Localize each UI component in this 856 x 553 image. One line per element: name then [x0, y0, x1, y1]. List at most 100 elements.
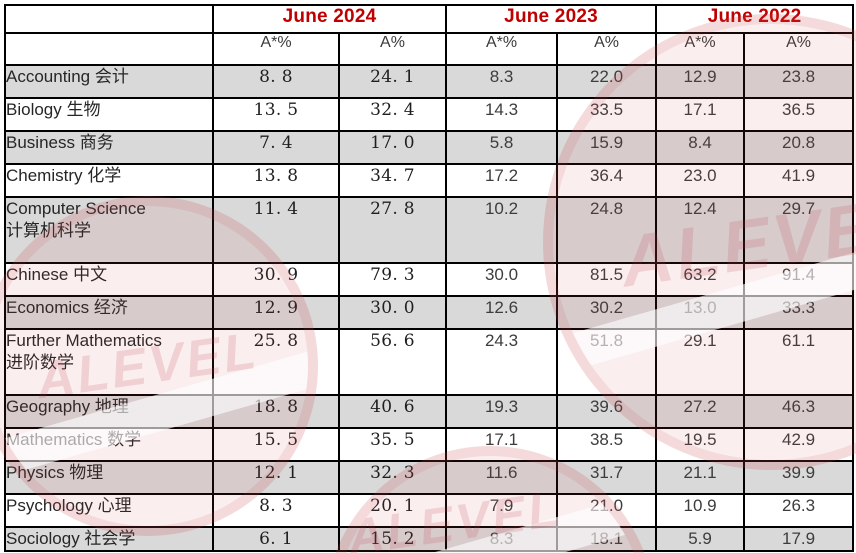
value-cell: 33.5 [556, 97, 658, 132]
value-cell: 38.5 [556, 427, 658, 462]
grade-header-row: A*% A% A*% A% A*% A% [4, 32, 855, 66]
table-row: Mathematics 数学 15. 5 35. 5 17.1 38.5 19.5 42.9 [4, 427, 855, 462]
value-cell: 81.5 [556, 262, 658, 297]
subject-cell: Geography 地理 [4, 394, 214, 429]
table-row: Chinese 中文 30. 9 79. 3 30.0 81.5 63.2 91.4 [4, 262, 855, 297]
value-cell: 26.3 [743, 493, 855, 528]
value-cell: 27. 8 [337, 196, 448, 264]
value-cell: 31.7 [556, 460, 658, 495]
value-cell: 63.2 [655, 262, 746, 297]
value-cell: 25. 8 [212, 328, 340, 396]
value-cell: 12. 1 [212, 460, 340, 495]
table-row: Accounting 会计 8. 8 24. 1 8.3 22.0 12.9 23.8 [4, 64, 855, 99]
table-row: Business 商务 7. 4 17. 0 5.8 15.9 8.4 20.8 [4, 130, 855, 165]
value-cell: 30.2 [556, 295, 658, 330]
value-cell: 17.2 [445, 163, 559, 198]
grade-header-a-2024: A% [337, 32, 448, 66]
value-cell: 13.0 [655, 295, 746, 330]
subject-cell: Sociology 社会学 [4, 526, 214, 552]
value-cell: 8. 8 [212, 64, 340, 99]
subject-cell: Business 商务 [4, 130, 214, 165]
value-cell: 39.6 [556, 394, 658, 429]
value-cell: 34. 7 [337, 163, 448, 198]
value-cell: 22.0 [556, 64, 658, 99]
value-cell: 10.2 [445, 196, 559, 264]
table-row: Computer Science 计算机科学 11. 4 27. 8 10.2 24.8… [4, 196, 855, 264]
grade-header-astar-2024: A*% [212, 32, 340, 66]
value-cell: 24.8 [556, 196, 658, 264]
year-header-row: June 2024 June 2023 June 2022 [4, 4, 855, 34]
subject-cell: Further Mathematics 进阶数学 [4, 328, 214, 396]
value-cell: 51.8 [556, 328, 658, 396]
value-cell: 7. 4 [212, 130, 340, 165]
corner-cell-top [4, 4, 214, 34]
value-cell: 24.3 [445, 328, 559, 396]
value-cell: 12.6 [445, 295, 559, 330]
value-cell: 5.8 [445, 130, 559, 165]
table-row: Sociology 社会学 6. 1 15. 2 8.3 18.1 5.9 17.9 [4, 526, 855, 552]
value-cell: 36.5 [743, 97, 855, 132]
subject-cell: Accounting 会计 [4, 64, 214, 99]
value-cell: 23.0 [655, 163, 746, 198]
value-cell: 29.1 [655, 328, 746, 396]
value-cell: 11. 4 [212, 196, 340, 264]
table-row: Geography 地理 18. 8 40. 6 19.3 39.6 27.2 46.3 [4, 394, 855, 429]
value-cell: 23.8 [743, 64, 855, 99]
value-cell: 61.1 [743, 328, 855, 396]
table-row: Further Mathematics 进阶数学 25. 8 56. 6 24.3 51… [4, 328, 855, 396]
value-cell: 12. 9 [212, 295, 340, 330]
value-cell: 91.4 [743, 262, 855, 297]
subject-cell: Computer Science 计算机科学 [4, 196, 214, 264]
value-cell: 14.3 [445, 97, 559, 132]
value-cell: 8.3 [445, 526, 559, 552]
value-cell: 21.1 [655, 460, 746, 495]
value-cell: 32. 3 [337, 460, 448, 495]
subject-cell: Psychology 心理 [4, 493, 214, 528]
value-cell: 20.8 [743, 130, 855, 165]
value-cell: 12.4 [655, 196, 746, 264]
subject-cell: Mathematics 数学 [4, 427, 214, 462]
subject-cell: Economics 经济 [4, 295, 214, 330]
value-cell: 8. 3 [212, 493, 340, 528]
corner-cell-bottom [4, 32, 214, 66]
subject-cell: Chinese 中文 [4, 262, 214, 297]
value-cell: 17.1 [655, 97, 746, 132]
value-cell: 39.9 [743, 460, 855, 495]
value-cell: 10.9 [655, 493, 746, 528]
value-cell: 29.7 [743, 196, 855, 264]
value-cell: 13. 8 [212, 163, 340, 198]
subject-cell: Chemistry 化学 [4, 163, 214, 198]
table-row: Biology 生物 13. 5 32. 4 14.3 33.5 17.1 36.5 [4, 97, 855, 132]
subject-cell: Biology 生物 [4, 97, 214, 132]
value-cell: 7.9 [445, 493, 559, 528]
value-cell: 17.1 [445, 427, 559, 462]
value-cell: 35. 5 [337, 427, 448, 462]
value-cell: 30. 9 [212, 262, 340, 297]
value-cell: 24. 1 [337, 64, 448, 99]
subject-cell: Physics 物理 [4, 460, 214, 495]
value-cell: 30.0 [445, 262, 559, 297]
table-row: Economics 经济 12. 9 30. 0 12.6 30.2 13.0 33.3 [4, 295, 855, 330]
value-cell: 32. 4 [337, 97, 448, 132]
grade-header-a-2022: A% [743, 32, 855, 66]
value-cell: 18. 8 [212, 394, 340, 429]
value-cell: 6. 1 [212, 526, 340, 552]
grade-header-astar-2022: A*% [655, 32, 746, 66]
grade-header-astar-2023: A*% [445, 32, 559, 66]
value-cell: 41.9 [743, 163, 855, 198]
value-cell: 56. 6 [337, 328, 448, 396]
value-cell: 19.3 [445, 394, 559, 429]
year-header-june-2022: June 2022 [655, 4, 855, 34]
value-cell: 40. 6 [337, 394, 448, 429]
value-cell: 11.6 [445, 460, 559, 495]
value-cell: 15.9 [556, 130, 658, 165]
value-cell: 5.9 [655, 526, 746, 552]
value-cell: 33.3 [743, 295, 855, 330]
value-cell: 17. 0 [337, 130, 448, 165]
value-cell: 42.9 [743, 427, 855, 462]
value-cell: 27.2 [655, 394, 746, 429]
value-cell: 36.4 [556, 163, 658, 198]
year-header-june-2023: June 2023 [445, 4, 658, 34]
value-cell: 15. 5 [212, 427, 340, 462]
